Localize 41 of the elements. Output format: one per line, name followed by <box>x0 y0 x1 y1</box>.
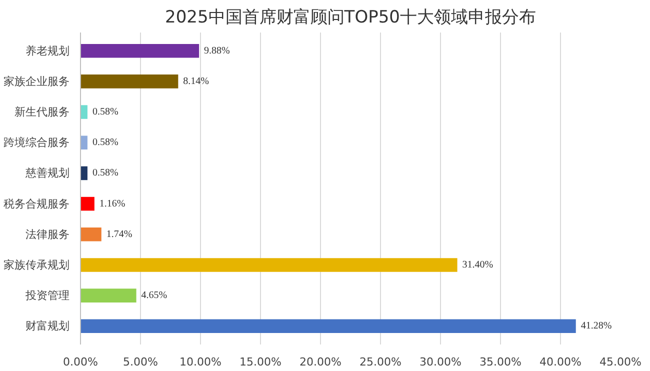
data-label: 0.58% <box>92 168 118 179</box>
data-label: 0.58% <box>92 137 118 148</box>
y-tick-label: 慈善规划 <box>24 166 70 180</box>
data-label: 31.40% <box>462 259 494 270</box>
x-tick-label: 5.00% <box>123 356 158 368</box>
data-label: 1.16% <box>99 198 126 210</box>
y-tick-label: 投资管理 <box>24 289 70 302</box>
data-label: 9.88% <box>204 45 230 56</box>
x-tick-label: 30.00% <box>420 356 462 368</box>
chart-title: 2025中国首席财富顾问TOP50十大领域申报分布 <box>165 8 536 28</box>
bar <box>80 258 458 272</box>
bar <box>80 74 178 88</box>
bar <box>80 44 200 58</box>
x-tick-label: 25.00% <box>360 356 402 368</box>
y-tick-label: 养老规划 <box>26 44 70 58</box>
y-tick-label: 法律服务 <box>26 228 70 241</box>
y-tick-label: 税务合规服务 <box>4 197 70 210</box>
x-tick-label: 10.00% <box>180 356 222 368</box>
x-tick-label: 40.00% <box>540 356 582 368</box>
x-tick-label: 15.00% <box>240 356 282 368</box>
x-tick-label: 35.00% <box>480 356 522 368</box>
y-tick-label: 新生代服务 <box>14 106 70 119</box>
y-tick-label: 家族传承规划 <box>4 258 70 272</box>
bar <box>80 228 102 242</box>
bar <box>80 319 576 334</box>
data-label: 41.28% <box>580 320 612 332</box>
data-label: 0.58% <box>92 106 118 118</box>
data-label: 8.14% <box>183 76 210 87</box>
data-label: 4.65% <box>141 290 168 302</box>
bar <box>80 196 94 211</box>
data-label: 1.74% <box>106 228 132 240</box>
y-tick-label: 跨境综合服务 <box>4 136 70 150</box>
bar <box>80 288 136 302</box>
bar <box>80 105 88 119</box>
x-tick-label: 45.00% <box>600 356 642 368</box>
y-tick-label: 家族企业服务 <box>4 74 70 88</box>
bar <box>80 166 88 180</box>
x-tick-label: 0.00% <box>63 356 98 368</box>
x-tick-label: 20.00% <box>300 356 342 368</box>
bar <box>80 136 88 150</box>
y-tick-label: 财富规划 <box>26 320 70 333</box>
